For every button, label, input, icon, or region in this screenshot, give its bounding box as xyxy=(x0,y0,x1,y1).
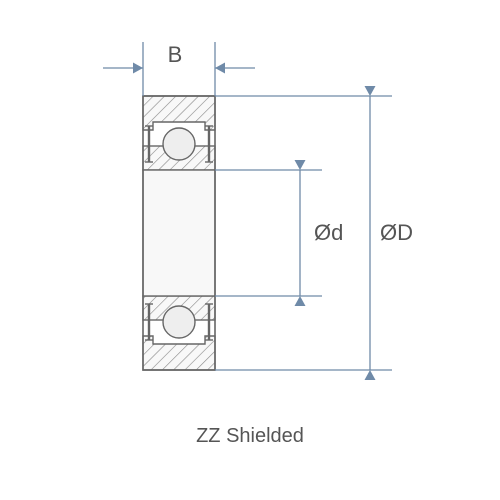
svg-text:Ød: Ød xyxy=(314,220,343,245)
svg-text:B: B xyxy=(168,42,183,67)
diagram-caption: ZZ Shielded xyxy=(0,425,500,448)
svg-text:ØD: ØD xyxy=(380,220,413,245)
diagram-stage: B Ød ØD ZZ Shielded xyxy=(0,0,500,500)
